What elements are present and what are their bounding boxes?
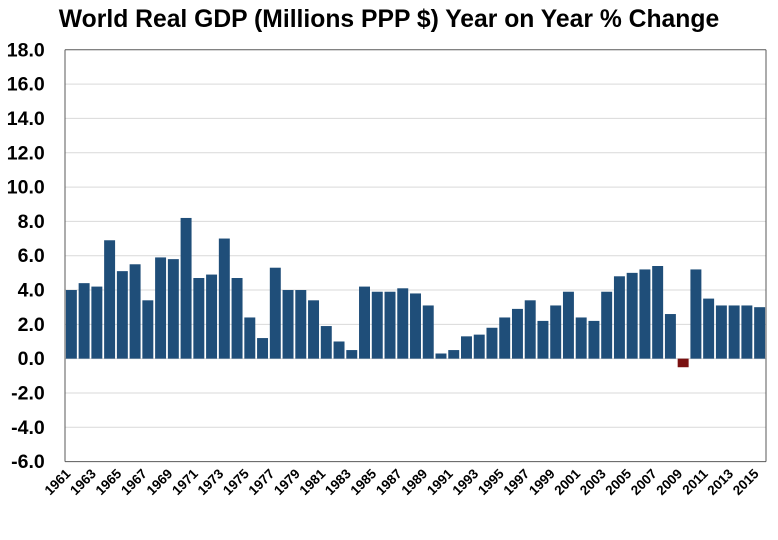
svg-text:-4.0: -4.0 (11, 417, 45, 439)
svg-text:World Real GDP (Millions PPP $: World Real GDP (Millions PPP $) Year on … (59, 6, 719, 33)
svg-text:14.0: 14.0 (7, 108, 45, 130)
svg-text:-2.0: -2.0 (11, 382, 45, 404)
svg-text:8.0: 8.0 (18, 211, 45, 233)
svg-text:16.0: 16.0 (7, 74, 45, 96)
svg-text:0.0: 0.0 (18, 348, 45, 370)
svg-text:12.0: 12.0 (7, 142, 45, 164)
svg-text:10.0: 10.0 (7, 177, 45, 199)
svg-text:6.0: 6.0 (18, 245, 45, 267)
svg-text:4.0: 4.0 (18, 280, 45, 302)
svg-text:2.0: 2.0 (18, 314, 45, 336)
svg-text:18.0: 18.0 (7, 39, 45, 61)
svg-text:-6.0: -6.0 (11, 451, 45, 473)
